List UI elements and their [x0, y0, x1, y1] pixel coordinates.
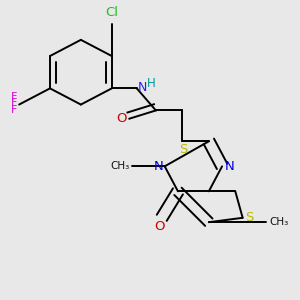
Text: F: F: [11, 98, 18, 108]
Text: S: S: [246, 211, 254, 224]
Text: N: N: [225, 160, 235, 173]
Text: CH₃: CH₃: [111, 161, 130, 171]
Text: CH₃: CH₃: [269, 217, 288, 227]
Text: H: H: [147, 77, 156, 91]
Text: O: O: [154, 220, 165, 233]
Text: F: F: [11, 105, 18, 116]
Text: N: N: [138, 81, 148, 94]
Text: Cl: Cl: [105, 6, 118, 19]
Text: N: N: [154, 160, 163, 173]
Text: F: F: [11, 92, 18, 102]
Text: S: S: [179, 143, 187, 156]
Text: O: O: [116, 112, 127, 125]
